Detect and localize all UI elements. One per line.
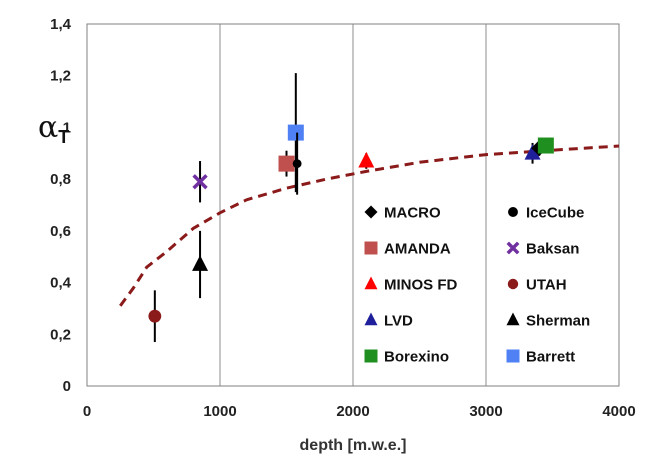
x-tick-label: 1000 [203, 403, 236, 420]
y-tick-label: 0 [63, 378, 71, 395]
legend-marker-amanda [364, 241, 378, 255]
legend-label-lvd: LVD [384, 313, 413, 330]
y-axis-title: αT [38, 110, 69, 147]
data-point-borexino [537, 137, 554, 154]
x-axis-title: depth [m.w.e.] [300, 437, 407, 454]
data-point-utah [148, 309, 162, 323]
data-points-layer [148, 73, 554, 343]
tick-labels: 0 1000 2000 3000 4000 0 0,2 0,4 0,6 0,8 1 1,2 1,4 [50, 16, 636, 420]
x-tick-label: 4000 [602, 403, 635, 420]
data-point-amanda [278, 155, 295, 172]
legend-label-macro: MACRO [384, 205, 441, 222]
y-axis-title-main: α [38, 110, 58, 145]
y-tick-label: 0,2 [50, 326, 71, 343]
legend-marker-utah [507, 278, 519, 290]
y-tick-label: 0,8 [50, 171, 71, 188]
legend-label-sherman: Sherman [526, 313, 590, 330]
legend-marker-icecube [508, 207, 518, 217]
data-point-icecube [292, 159, 302, 169]
data-point-baksan [192, 174, 208, 190]
x-tick-label: 0 [83, 403, 91, 420]
legend-label-barrett: Barrett [526, 349, 575, 366]
fit-curve [119, 144, 620, 307]
legend-marker-lvd [364, 312, 378, 326]
legend-marker-macro [364, 205, 378, 219]
legend-label-borexino: Borexino [384, 349, 449, 366]
plot-area [86, 23, 620, 387]
legend-marker-borexino [364, 349, 378, 363]
y-tick-label: 0,4 [50, 275, 72, 292]
legend-marker-sherman [506, 312, 520, 326]
y-tick-label: 1,4 [50, 16, 72, 33]
data-point-minos-fd [358, 151, 375, 168]
data-point-sherman [192, 255, 209, 271]
legend-label-amanda: AMANDA [384, 241, 451, 258]
data-point-baksan-stroke-b [192, 174, 208, 190]
legend-marker-baksan-stroke-b [506, 241, 520, 255]
legend-marker-baksan [506, 241, 520, 255]
data-point-barrett [287, 124, 304, 141]
data-point-lvd [524, 144, 541, 160]
grid-lines [219, 24, 487, 386]
y-tick-label: 1,2 [50, 68, 71, 85]
legend: MACRO IceCube AMANDA Baksan MINOS FD UTAH LVD S… [364, 205, 590, 366]
legend-label-minos-fd: MINOS FD [384, 277, 457, 294]
legend-label-utah: UTAH [526, 277, 567, 294]
legend-label-baksan: Baksan [526, 241, 579, 258]
x-tick-label: 2000 [336, 403, 369, 420]
legend-marker-barrett [506, 349, 520, 363]
legend-label-icecube: IceCube [526, 205, 584, 222]
legend-marker-minos-fd [364, 276, 378, 290]
y-tick-label: 1 [63, 119, 71, 136]
y-tick-label: 0,6 [50, 223, 71, 240]
y-axis-title-sub: T [58, 127, 69, 147]
fit-curve-layer [119, 144, 620, 307]
x-tick-label: 3000 [469, 403, 502, 420]
